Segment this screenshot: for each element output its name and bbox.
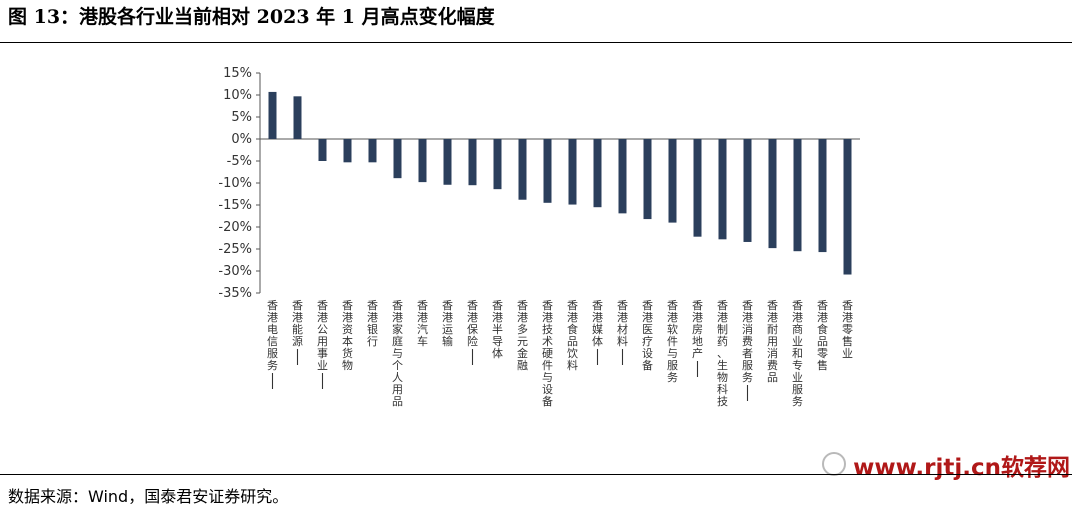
bar bbox=[643, 139, 652, 220]
y-tick-label: -20% bbox=[218, 220, 252, 235]
bottom-rule bbox=[0, 474, 1072, 475]
y-tick-label: -5% bbox=[227, 154, 252, 169]
category-label: 香港材料 I I bbox=[617, 299, 628, 368]
bar bbox=[493, 139, 502, 190]
y-tick-label: 0% bbox=[231, 132, 252, 147]
y-tick-label: -10% bbox=[218, 176, 252, 191]
category-label: 香港银行 bbox=[367, 299, 378, 348]
category-label: 香港耐用消费品 bbox=[767, 299, 778, 384]
category-label: 香港房地产 I I bbox=[692, 299, 703, 380]
watermark-text: www.rjtj.cn软荐网 bbox=[853, 455, 1070, 481]
y-tick-label: 15% bbox=[223, 66, 252, 81]
bar bbox=[568, 139, 577, 205]
category-label: 香港媒体 I I bbox=[592, 299, 603, 368]
bar bbox=[318, 139, 327, 161]
category-label: 香港食品零售 bbox=[817, 299, 828, 372]
wechat-icon bbox=[822, 452, 846, 476]
bar bbox=[843, 139, 852, 275]
bar bbox=[543, 139, 552, 203]
bar bbox=[818, 139, 827, 253]
category-label: 香港能源 I I bbox=[292, 299, 303, 368]
category-label: 香港零售业 bbox=[842, 299, 853, 360]
bar bbox=[293, 96, 302, 139]
bar bbox=[593, 139, 602, 208]
category-label: 香港电信服务 I I bbox=[267, 299, 278, 392]
y-tick-label: 5% bbox=[231, 110, 252, 125]
y-tick-label: -35% bbox=[218, 286, 252, 301]
chart-axes: 15% 10% 5% 0% -5% -10% -15% -20% -25% -30% -35% bbox=[218, 66, 860, 301]
bar bbox=[368, 139, 377, 163]
category-label: 香港医疗设备 bbox=[642, 299, 653, 372]
bar bbox=[443, 139, 452, 185]
category-label: 香港保险 I I bbox=[467, 299, 478, 368]
category-label: 香港半导体 bbox=[492, 299, 503, 360]
bar bbox=[468, 139, 477, 186]
bar bbox=[668, 139, 677, 223]
category-label: 香港制药、生物科技 bbox=[717, 299, 728, 408]
bar bbox=[268, 91, 277, 139]
source-note: 数据来源：Wind，国泰君安证券研究。 bbox=[8, 487, 289, 506]
bar bbox=[418, 139, 427, 183]
y-tick-label: -30% bbox=[218, 264, 252, 279]
category-label: 香港家庭与个人用品 bbox=[392, 299, 403, 408]
bar bbox=[518, 139, 527, 200]
y-tick-label: -25% bbox=[218, 242, 252, 257]
category-label: 香港资本货物 bbox=[342, 299, 353, 372]
category-label: 香港食品饮料 bbox=[567, 299, 578, 372]
bar bbox=[768, 139, 777, 249]
category-label: 香港多元金融 bbox=[517, 299, 528, 372]
bar bbox=[793, 139, 802, 252]
category-label: 香港软件与服务 bbox=[667, 299, 678, 384]
category-label: 香港技术硬件与设备 bbox=[542, 299, 553, 408]
chart-bars bbox=[268, 91, 852, 275]
bar bbox=[718, 139, 727, 240]
bar bbox=[693, 139, 702, 237]
category-label: 香港消费者服务 I I bbox=[742, 299, 753, 404]
top-rule bbox=[0, 42, 1072, 43]
y-tick-label: -15% bbox=[218, 198, 252, 213]
bar bbox=[393, 139, 402, 179]
bar bbox=[618, 139, 627, 214]
figure-title: 图 13：港股各行业当前相对 2023 年 1 月高点变化幅度 bbox=[8, 6, 495, 28]
chart-labels: 香港电信服务 I I 香港能源 I I 香港公用事业 I I 香港资本货物 香港银行 香港家庭与个人用… bbox=[267, 299, 853, 408]
bar bbox=[743, 139, 752, 242]
category-label: 香港公用事业 I I bbox=[317, 299, 328, 392]
bar bbox=[343, 139, 352, 163]
y-tick-label: 10% bbox=[223, 88, 252, 103]
bar-chart: 15% 10% 5% 0% -5% -10% -15% -20% -25% -30% -35% 香港… bbox=[218, 66, 860, 408]
category-label: 香港汽车 bbox=[417, 299, 428, 348]
category-label: 香港商业和专业服务 bbox=[792, 299, 803, 408]
category-label: 香港运输 bbox=[442, 299, 453, 348]
